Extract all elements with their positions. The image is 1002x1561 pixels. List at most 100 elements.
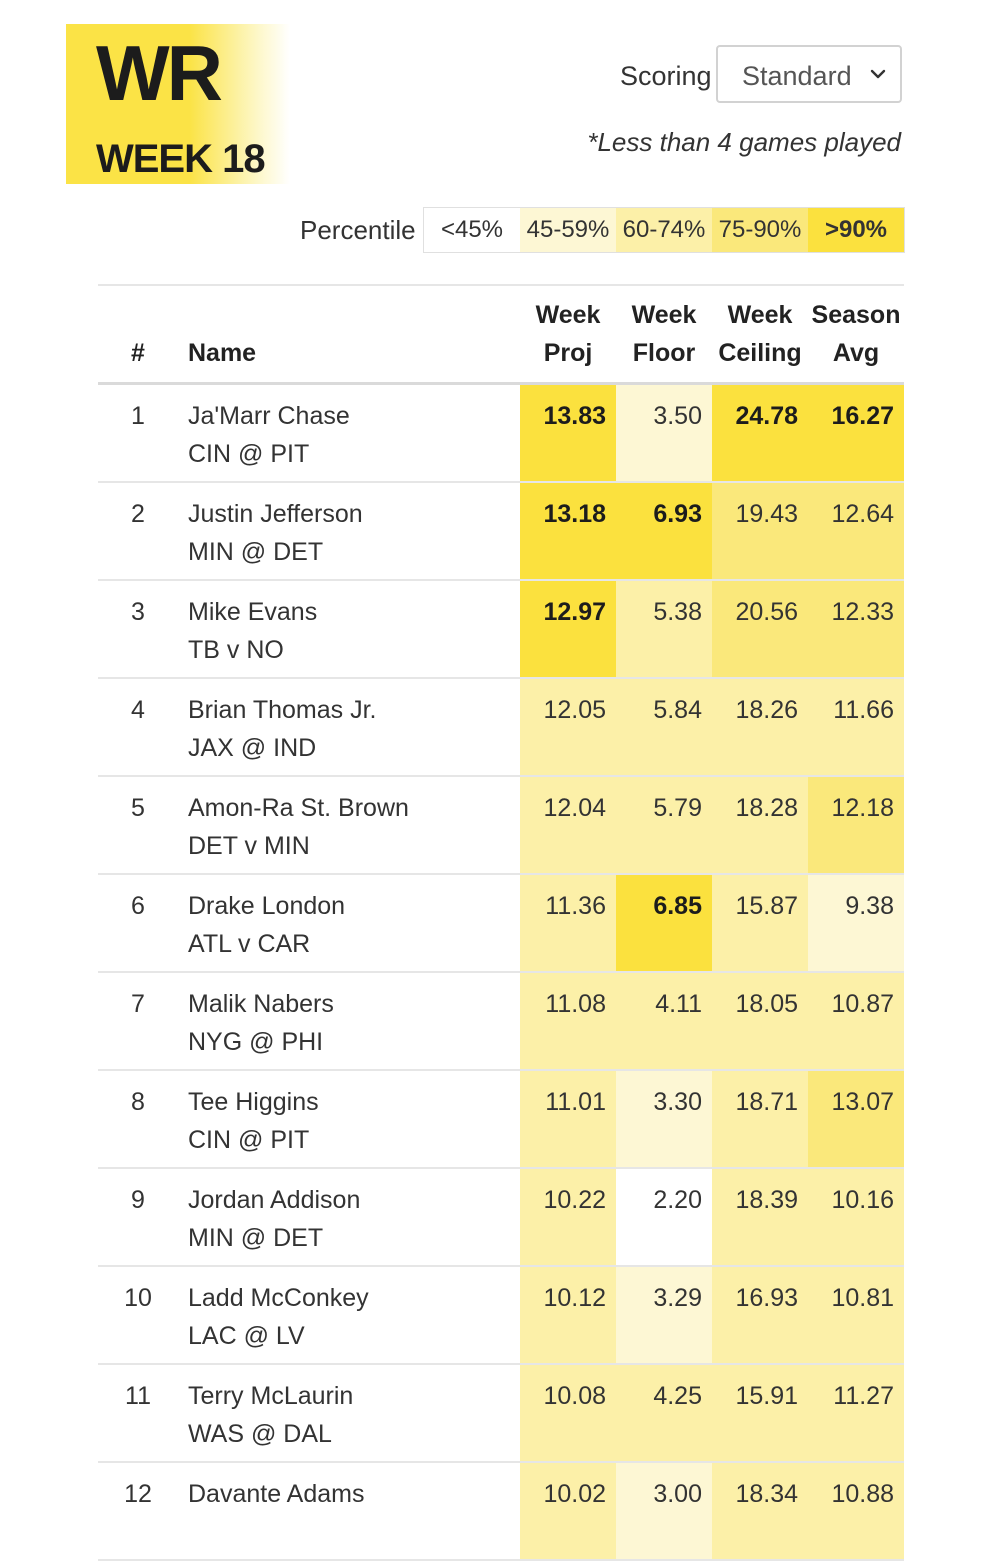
- table-row[interactable]: 8 11.01 3.30 18.71 13.07 Tee Higgins CIN @ PIT: [98, 1071, 904, 1169]
- col-avg-line1: Season: [811, 301, 901, 329]
- stat-proj: 13.83: [520, 385, 616, 481]
- stat-proj: 10.08: [520, 1365, 616, 1461]
- table-row[interactable]: 1 13.83 3.50 24.78 16.27 Ja'Marr Chase CIN @ P…: [98, 385, 904, 483]
- stat-avg: 10.16: [808, 1169, 904, 1265]
- stat-avg: 10.88: [808, 1463, 904, 1559]
- stat-floor: 5.38: [616, 581, 712, 677]
- stat-ceiling: 18.34: [712, 1463, 808, 1559]
- stat-floor: 3.50: [616, 385, 712, 481]
- table-row[interactable]: 10 10.12 3.29 16.93 10.81 Ladd McConkey LAC @ …: [98, 1267, 904, 1365]
- player-name[interactable]: Justin Jefferson: [188, 500, 363, 528]
- player-name[interactable]: Ladd McConkey: [188, 1284, 369, 1312]
- stat-avg: 12.18: [808, 777, 904, 873]
- player-rank: 2: [131, 500, 145, 528]
- player-rank: 10: [124, 1284, 152, 1312]
- table-row[interactable]: 6 11.36 6.85 15.87 9.38 Drake London ATL v CAR: [98, 875, 904, 973]
- player-rank: 3: [131, 598, 145, 626]
- col-floor-line2: Floor: [632, 339, 696, 367]
- table-row[interactable]: 12 10.02 3.00 18.34 10.88 Davante Adams: [98, 1463, 904, 1561]
- col-proj-line1: Week: [535, 301, 601, 329]
- stat-ceiling: 19.43: [712, 483, 808, 579]
- col-rank: #: [131, 339, 145, 367]
- player-rank: 9: [131, 1186, 145, 1214]
- stat-proj: 12.05: [520, 679, 616, 775]
- stat-ceiling: 18.28: [712, 777, 808, 873]
- player-matchup: MIN @ DET: [188, 538, 324, 566]
- stat-floor: 3.29: [616, 1267, 712, 1363]
- stat-avg: 12.64: [808, 483, 904, 579]
- title-banner: [66, 24, 290, 184]
- table-row[interactable]: 5 12.04 5.79 18.28 12.18 Amon-Ra St. Brown DET…: [98, 777, 904, 875]
- stat-proj: 12.97: [520, 581, 616, 677]
- player-name[interactable]: Drake London: [188, 892, 346, 920]
- stat-proj: 13.18: [520, 483, 616, 579]
- stat-avg: 11.27: [808, 1365, 904, 1461]
- player-matchup: TB v NO: [188, 636, 284, 664]
- stat-proj: 12.04: [520, 777, 616, 873]
- table-row[interactable]: 4 12.05 5.84 18.26 11.66 Brian Thomas Jr. JAX …: [98, 679, 904, 777]
- player-rank: 6: [131, 892, 145, 920]
- player-name[interactable]: Ja'Marr Chase: [188, 402, 350, 430]
- table-row[interactable]: 7 11.08 4.11 18.05 10.87 Malik Nabers NYG @ PH…: [98, 973, 904, 1071]
- stat-floor: 4.11: [616, 973, 712, 1069]
- player-rank: 5: [131, 794, 145, 822]
- player-name[interactable]: Brian Thomas Jr.: [188, 696, 377, 724]
- table-row[interactable]: 3 12.97 5.38 20.56 12.33 Mike Evans TB v NO: [98, 581, 904, 679]
- stat-floor: 5.79: [616, 777, 712, 873]
- stat-avg: 10.81: [808, 1267, 904, 1363]
- player-name[interactable]: Terry McLaurin: [188, 1382, 354, 1410]
- player-name[interactable]: Malik Nabers: [188, 990, 334, 1018]
- stat-avg: 16.27: [808, 385, 904, 481]
- table-body: 1 13.83 3.50 24.78 16.27 Ja'Marr Chase CIN @ P…: [98, 385, 904, 1561]
- table-header: # Name Week Proj Week Floor Week Ceiling…: [98, 286, 904, 385]
- player-rank: 1: [131, 402, 145, 430]
- col-ceiling-line1: Week: [727, 301, 793, 329]
- table-row[interactable]: 2 13.18 6.93 19.43 12.64 Justin Jefferson MIN …: [98, 483, 904, 581]
- player-matchup: CIN @ PIT: [188, 1126, 310, 1154]
- stat-floor: 6.85: [616, 875, 712, 971]
- stat-ceiling: 18.26: [712, 679, 808, 775]
- stat-ceiling: 15.87: [712, 875, 808, 971]
- table-row[interactable]: 11 10.08 4.25 15.91 11.27 Terry McLaurin WAS @…: [98, 1365, 904, 1463]
- percentile-bucket: 60-74%: [616, 208, 712, 252]
- player-matchup: NYG @ PHI: [188, 1028, 324, 1056]
- player-matchup: CIN @ PIT: [188, 440, 310, 468]
- stat-avg: 12.33: [808, 581, 904, 677]
- player-name[interactable]: Mike Evans: [188, 598, 318, 626]
- percentile-bucket: 75-90%: [712, 208, 808, 252]
- player-rank: 8: [131, 1088, 145, 1116]
- player-matchup: ATL v CAR: [188, 930, 311, 958]
- stat-proj: 11.36: [520, 875, 616, 971]
- player-rank: 7: [131, 990, 145, 1018]
- player-matchup: DET v MIN: [188, 832, 310, 860]
- stat-proj: 11.08: [520, 973, 616, 1069]
- stat-proj: 10.12: [520, 1267, 616, 1363]
- stat-floor: 3.00: [616, 1463, 712, 1559]
- week-title: WEEK 18: [96, 137, 266, 181]
- percentile-legend: <45% 45-59% 60-74% 75-90% >90%: [423, 207, 905, 253]
- player-matchup: MIN @ DET: [188, 1224, 324, 1252]
- stat-avg: 13.07: [808, 1071, 904, 1167]
- player-name[interactable]: Amon-Ra St. Brown: [188, 794, 409, 822]
- col-ceiling-line2: Ceiling: [718, 339, 802, 367]
- table-row[interactable]: 9 10.22 2.20 18.39 10.16 Jordan Addison MIN @ …: [98, 1169, 904, 1267]
- projections-table: # Name Week Proj Week Floor Week Ceiling…: [98, 284, 904, 1561]
- stat-avg: 9.38: [808, 875, 904, 971]
- stat-ceiling: 18.71: [712, 1071, 808, 1167]
- percentile-bucket: <45%: [424, 208, 520, 252]
- player-matchup: WAS @ DAL: [188, 1420, 332, 1448]
- stat-proj: 10.22: [520, 1169, 616, 1265]
- stat-ceiling: 18.05: [712, 973, 808, 1069]
- player-name[interactable]: Tee Higgins: [188, 1088, 319, 1116]
- chevron-down-icon: [870, 69, 886, 79]
- player-name[interactable]: Jordan Addison: [188, 1186, 361, 1214]
- stat-floor: 6.93: [616, 483, 712, 579]
- player-name[interactable]: Davante Adams: [188, 1480, 365, 1508]
- percentile-bucket: >90%: [808, 208, 904, 252]
- stat-ceiling: 15.91: [712, 1365, 808, 1461]
- col-avg-line2: Avg: [832, 339, 880, 367]
- col-floor-line1: Week: [631, 301, 697, 329]
- scoring-select[interactable]: Standard: [716, 45, 902, 103]
- percentile-bucket: 45-59%: [520, 208, 616, 252]
- col-name: Name: [188, 339, 257, 367]
